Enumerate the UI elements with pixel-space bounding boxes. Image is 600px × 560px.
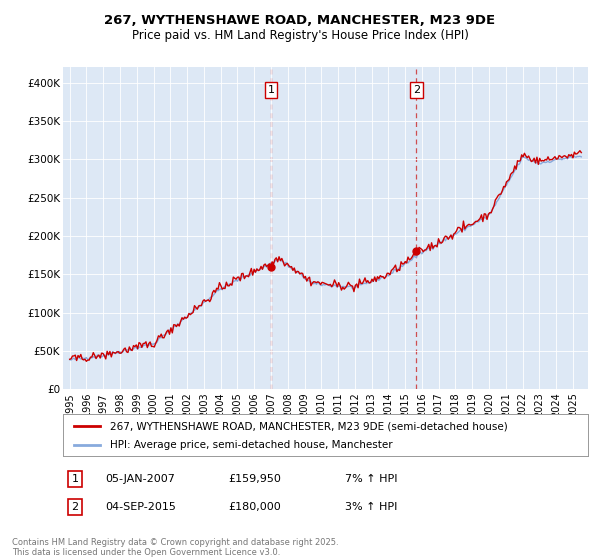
Text: Price paid vs. HM Land Registry's House Price Index (HPI): Price paid vs. HM Land Registry's House …: [131, 29, 469, 42]
Text: 7% ↑ HPI: 7% ↑ HPI: [345, 474, 398, 484]
Text: 267, WYTHENSHAWE ROAD, MANCHESTER, M23 9DE: 267, WYTHENSHAWE ROAD, MANCHESTER, M23 9…: [104, 14, 496, 27]
Text: 1: 1: [71, 474, 79, 484]
Text: 2: 2: [71, 502, 79, 512]
Text: 2: 2: [413, 85, 420, 95]
Text: £159,950: £159,950: [228, 474, 281, 484]
Text: £180,000: £180,000: [228, 502, 281, 512]
Text: 267, WYTHENSHAWE ROAD, MANCHESTER, M23 9DE (semi-detached house): 267, WYTHENSHAWE ROAD, MANCHESTER, M23 9…: [110, 421, 508, 431]
Text: 1: 1: [268, 85, 274, 95]
Text: 04-SEP-2015: 04-SEP-2015: [105, 502, 176, 512]
Text: 3% ↑ HPI: 3% ↑ HPI: [345, 502, 397, 512]
Text: 05-JAN-2007: 05-JAN-2007: [105, 474, 175, 484]
Text: HPI: Average price, semi-detached house, Manchester: HPI: Average price, semi-detached house,…: [110, 440, 393, 450]
Text: Contains HM Land Registry data © Crown copyright and database right 2025.
This d: Contains HM Land Registry data © Crown c…: [12, 538, 338, 557]
